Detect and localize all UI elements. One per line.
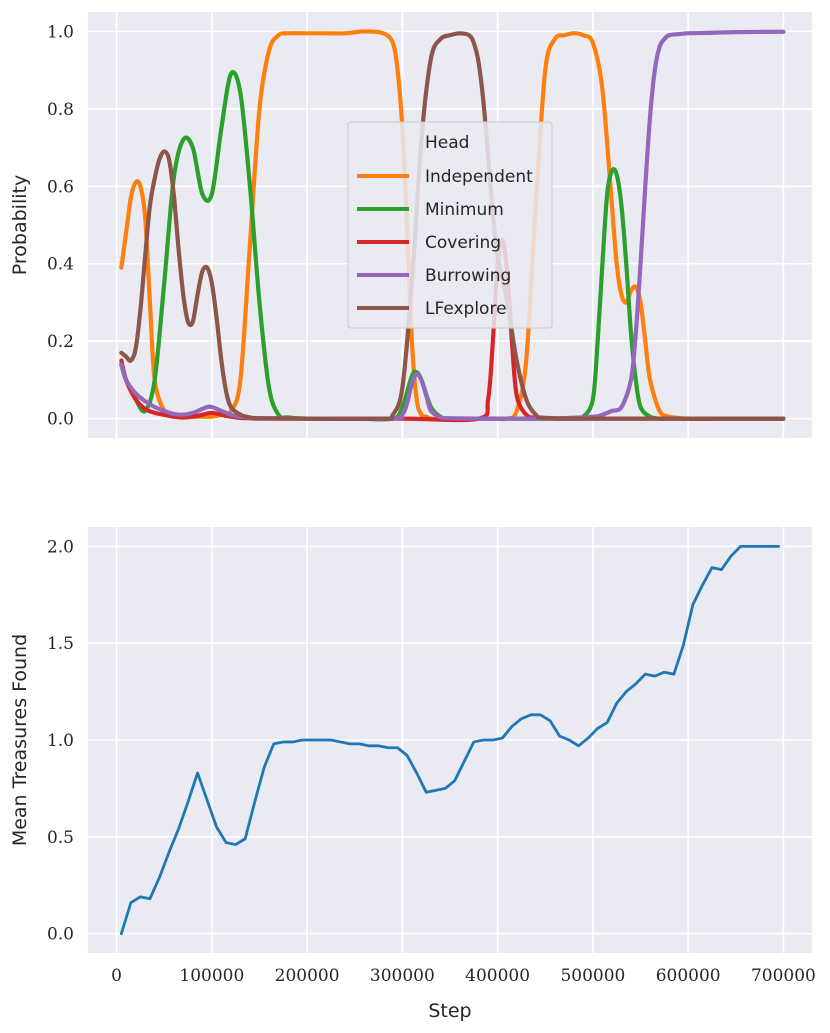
legend-label: Minimum	[425, 200, 504, 220]
y-tick-label: 0.4	[47, 255, 74, 275]
y-tick-label: 1.5	[47, 634, 74, 654]
y-tick-label: 0.6	[47, 177, 74, 197]
y-tick-label: 0.5	[47, 828, 74, 848]
panel-1: 0.0 0.2 0.4 0.6 0.8 1.0 Probability Head Indepen…	[9, 12, 812, 438]
legend-label: LFexplore	[425, 299, 507, 319]
x-tick-label: 300000	[370, 966, 435, 986]
x-tick-label: 600000	[656, 966, 721, 986]
series-group	[119, 544, 781, 936]
x-tick-label: 0	[111, 966, 122, 986]
y-tick-label: 0.2	[47, 332, 74, 352]
series-line	[119, 544, 781, 936]
x-tick-label: 200000	[275, 966, 340, 986]
legend-label: Covering	[425, 233, 501, 253]
y-tick-label: 0.0	[47, 410, 74, 430]
x-tick-label: 400000	[465, 966, 530, 986]
y-tick-label: 0.0	[47, 925, 74, 945]
y-axis-label: Probability	[9, 175, 31, 275]
y-tick-label: 1.0	[47, 731, 74, 751]
x-axis-label: Step	[428, 1000, 471, 1022]
x-tick-label: 100000	[179, 966, 244, 986]
series-line-minimum	[119, 70, 786, 422]
legend: Head Independent Minimum Covering Burrowing L…	[347, 121, 553, 329]
y-axis-label: Mean Treasures Found	[9, 634, 31, 846]
y-tick-label: 1.0	[47, 22, 74, 42]
legend-label: Burrowing	[425, 266, 511, 286]
series-line-burrowing	[119, 29, 786, 422]
y-tick-label: 2.0	[47, 537, 74, 557]
legend-label: Independent	[425, 167, 533, 187]
legend-title: Head	[425, 133, 469, 153]
x-tick-label: 700000	[751, 966, 816, 986]
panel-2: 0.0 0.5 1.0 1.5 2.0 0 100000 200000 300000 400000…	[9, 527, 816, 1022]
x-tick-label: 500000	[560, 966, 625, 986]
y-tick-label: 0.8	[47, 100, 74, 120]
